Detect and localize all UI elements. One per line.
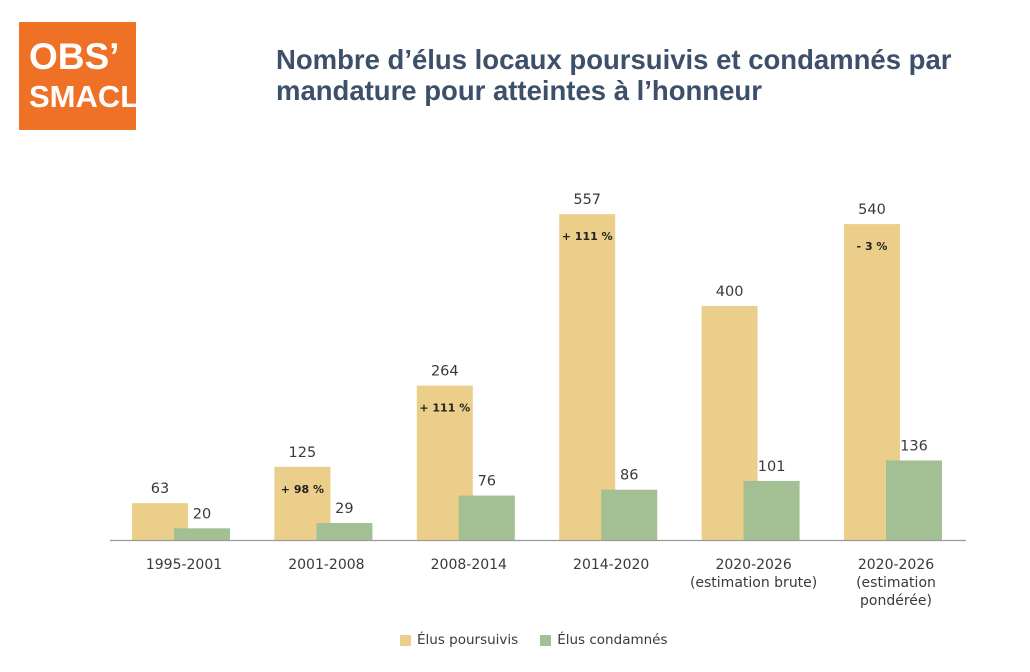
bar-poursuivis-3 — [559, 214, 616, 540]
data-label-condamnes-4: 101 — [758, 459, 786, 475]
variation-annotation-3: + 111 % — [562, 230, 613, 243]
data-label-condamnes-5: 136 — [900, 438, 928, 454]
variation-annotation-5: - 3 % — [857, 240, 888, 253]
logo-line-2: SMACL — [29, 79, 140, 114]
x-tick-label-4-1: (estimation brute) — [690, 575, 817, 591]
data-label-poursuivis-1: 125 — [289, 445, 317, 461]
bar-condamnes-1 — [316, 523, 373, 540]
x-tick-label-5-0: 2020-2026 — [858, 557, 934, 573]
data-label-poursuivis-0: 63 — [151, 481, 169, 497]
chart-title-line-1: Nombre d’élus locaux poursuivis et conda… — [276, 44, 952, 75]
legend-item-condamnes: Élus condamnés — [540, 632, 668, 648]
legend-swatch-condamnes — [540, 634, 552, 646]
data-label-condamnes-1: 29 — [335, 501, 353, 517]
bar-condamnes-4 — [743, 480, 800, 540]
data-label-poursuivis-2: 264 — [431, 364, 459, 380]
bar-condamnes-3 — [601, 489, 658, 540]
x-tick-label-0-0: 1995-2001 — [146, 557, 222, 573]
x-tick-label-3-0: 2014-2020 — [573, 557, 649, 573]
bar-condamnes-2 — [458, 495, 515, 540]
logo-line-1: OBS’ — [29, 36, 120, 77]
x-tick-label-5-2: pondérée) — [860, 593, 932, 609]
x-tick-label-4-0: 2020-2026 — [715, 557, 791, 573]
chart-title-line-2: mandature pour atteintes à l’honneur — [276, 75, 762, 106]
x-tick-label-1-0: 2001-2008 — [288, 557, 364, 573]
data-label-poursuivis-3: 557 — [573, 192, 601, 208]
chart-legend: Élus poursuivis Élus condamnés — [400, 630, 690, 650]
legend-label-poursuivis: Élus poursuivis — [417, 632, 519, 648]
x-tick-label-5-1: (estimation — [856, 575, 936, 591]
variation-annotation-1: + 98 % — [281, 483, 324, 496]
legend-label-condamnes: Élus condamnés — [557, 632, 668, 648]
chart-title: Nombre d’élus locaux poursuivis et conda… — [276, 44, 1016, 106]
obs-smacl-logo: OBS’ SMACL — [19, 22, 140, 130]
data-label-condamnes-3: 86 — [620, 468, 638, 484]
bar-condamnes-5 — [886, 460, 942, 540]
legend-swatch-poursuivis — [400, 634, 411, 646]
bar-condamnes-0 — [174, 528, 230, 540]
x-tick-label-2-0: 2008-2014 — [431, 557, 507, 573]
data-label-condamnes-0: 20 — [193, 506, 211, 522]
variation-annotation-2: + 111 % — [419, 402, 470, 415]
legend-item-poursuivis: Élus poursuivis — [400, 632, 518, 648]
data-label-condamnes-2: 76 — [478, 474, 496, 490]
data-label-poursuivis-4: 400 — [716, 284, 744, 300]
data-label-poursuivis-5: 540 — [858, 202, 886, 218]
